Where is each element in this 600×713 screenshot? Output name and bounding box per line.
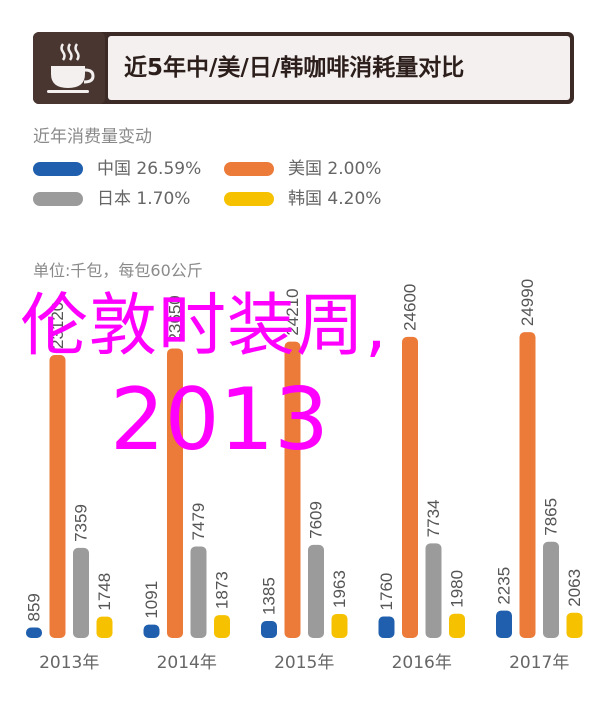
bar-usa-5 xyxy=(519,332,536,638)
data-label-usa-1: 23120 xyxy=(48,302,67,349)
data-label-japan-1: 7359 xyxy=(71,504,90,542)
bar-japan-5 xyxy=(543,541,559,638)
bar-korea-5 xyxy=(566,612,583,638)
data-label-china-4: 1760 xyxy=(377,573,396,611)
title-bar: 近5年中/美/日/韩咖啡消耗量对比 xyxy=(33,32,574,104)
bar-korea-4 xyxy=(449,613,465,638)
data-label-china-5: 2235 xyxy=(494,567,513,605)
data-label-japan-4: 7734 xyxy=(424,500,443,538)
data-label-korea-1: 1748 xyxy=(95,573,114,611)
data-label-korea-5: 2063 xyxy=(565,569,584,607)
data-label-usa-4: 24600 xyxy=(400,284,419,331)
legend-label-china: 中国 26.59% xyxy=(97,159,202,179)
bar-china-3 xyxy=(261,621,277,638)
bar-japan-4 xyxy=(425,543,442,638)
data-label-korea-4: 1980 xyxy=(447,570,466,608)
data-label-usa-5: 24990 xyxy=(518,279,537,326)
legend-label-usa: 美国 2.00% xyxy=(288,159,382,179)
x-tick-label-1: 2013年 xyxy=(39,653,99,673)
bar-china-4 xyxy=(378,616,395,638)
bar-usa-4 xyxy=(402,336,418,638)
data-label-usa-3: 24210 xyxy=(283,288,302,335)
bar-china-5 xyxy=(496,610,512,638)
bar-china-2 xyxy=(143,624,160,638)
bar-usa-1 xyxy=(49,355,66,638)
data-label-china-2: 1091 xyxy=(142,581,161,619)
bar-korea-1 xyxy=(96,616,113,638)
bar-usa-3 xyxy=(284,341,301,638)
x-tick-label-2: 2014年 xyxy=(157,653,217,673)
bar-japan-3 xyxy=(308,544,324,638)
bar-japan-2 xyxy=(190,546,207,638)
bar-korea-2 xyxy=(214,615,230,638)
data-label-japan-3: 7609 xyxy=(306,501,325,539)
unit-label: 单位:千包，每包60公斤 xyxy=(33,261,203,280)
x-tick-label-3: 2015年 xyxy=(274,653,334,673)
coffee-cup-icon xyxy=(47,43,95,93)
coffee-cup-icon-box xyxy=(33,32,105,104)
bar-china-1 xyxy=(26,627,42,638)
legend-swatch-china xyxy=(33,162,83,176)
legend-swatch-japan xyxy=(33,192,83,206)
title-panel: 近5年中/美/日/韩咖啡消耗量对比 xyxy=(108,36,570,100)
data-label-korea-3: 1963 xyxy=(330,570,349,608)
data-label-usa-2: 23650 xyxy=(165,295,184,342)
legend-label-japan: 日本 1.70% xyxy=(97,189,191,209)
legend-swatch-korea xyxy=(224,192,274,206)
data-label-japan-2: 7479 xyxy=(189,503,208,541)
page-title: 近5年中/美/日/韩咖啡消耗量对比 xyxy=(124,55,465,81)
data-label-china-1: 859 xyxy=(24,593,43,621)
legend-swatch-usa xyxy=(224,162,274,176)
bar-usa-2 xyxy=(167,348,183,638)
legend-label-korea: 韩国 4.20% xyxy=(288,189,382,209)
chart-subtitle: 近年消费量变动 xyxy=(33,127,152,147)
bar-korea-3 xyxy=(331,613,348,638)
x-tick-label-4: 2016年 xyxy=(392,653,452,673)
x-tick-label-5: 2017年 xyxy=(509,653,569,673)
bar-japan-1 xyxy=(73,547,89,638)
data-label-japan-5: 7865 xyxy=(541,498,560,536)
data-label-korea-2: 1873 xyxy=(212,571,231,609)
data-label-china-3: 1385 xyxy=(259,577,278,615)
